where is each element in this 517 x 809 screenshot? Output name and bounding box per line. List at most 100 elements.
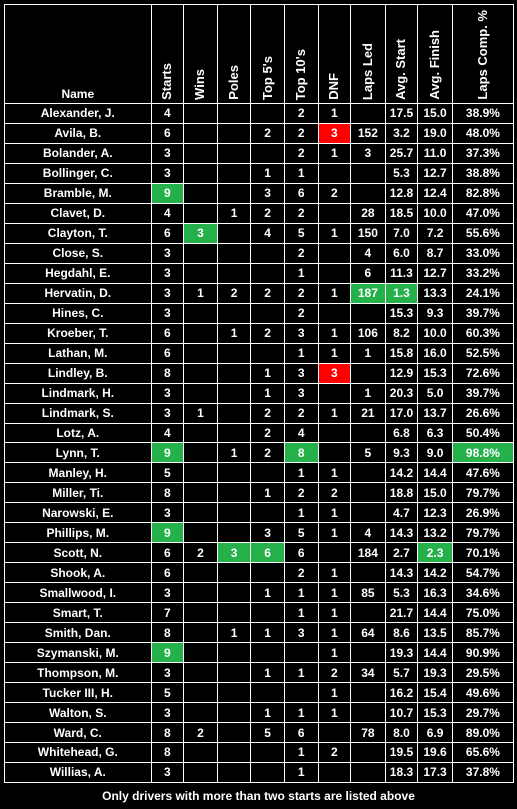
cell-wins: [183, 182, 218, 204]
cell-name: Whitehead, G.: [4, 742, 152, 763]
cell-avg-finish: 12.7: [417, 262, 453, 284]
cell-dnf: 1: [317, 682, 352, 704]
table-row: Walton, S. 3 1 1 1 10.7 15.3 29.7%: [4, 702, 515, 724]
cell-avg-start: 1.3: [384, 282, 419, 304]
driver-stats-table: Name Starts Wins Poles Top 5's Top 10's …: [4, 4, 515, 783]
cell-avg-start: 18.8: [384, 482, 419, 504]
cell-top10: 1: [283, 582, 319, 604]
table-row: Lathan, M. 6 1 1 1 15.8 16.0 52.5%: [4, 342, 515, 364]
cell-dnf: 1: [317, 522, 352, 544]
cell-avg-finish: 14.4: [417, 462, 453, 484]
table-row: Hervatin, D. 3 1 2 2 2 1 187 1.3 13.3 24.1%: [4, 282, 515, 304]
table-row: Tucker III, H. 5 1 16.2 15.4 49.6%: [4, 682, 515, 704]
cell-top10: 1: [283, 742, 319, 763]
cell-avg-finish: 10.0: [417, 202, 453, 224]
table-row: Avila, B. 6 2 2 3 152 3.2 19.0 48.0%: [4, 122, 515, 144]
cell-name: Smith, Dan.: [4, 622, 152, 644]
cell-laps-comp: 39.7%: [451, 382, 515, 404]
cell-laps-led: [350, 562, 386, 584]
cell-avg-start: 12.9: [384, 362, 419, 384]
table-row: Bollinger, C. 3 1 1 5.3 12.7 38.8%: [4, 162, 515, 184]
header-top10: Top 10's: [283, 4, 319, 104]
cell-dnf: [317, 761, 352, 783]
cell-avg-finish: 15.4: [417, 682, 453, 704]
cell-laps-comp: 29.5%: [451, 662, 515, 684]
cell-laps-led: [350, 302, 386, 324]
cell-laps-led: [350, 182, 386, 204]
cell-starts: 3: [150, 502, 185, 524]
cell-dnf: 1: [317, 582, 352, 604]
header-poles: Poles: [216, 4, 252, 104]
cell-laps-led: [350, 362, 386, 384]
cell-avg-finish: 14.2: [417, 562, 453, 584]
cell-wins: 3: [183, 222, 218, 244]
cell-avg-finish: 5.0: [417, 382, 453, 404]
cell-avg-finish: 2.3: [417, 542, 453, 564]
cell-avg-finish: 15.3: [417, 702, 453, 724]
cell-top5: [250, 642, 285, 664]
cell-top5: 6: [250, 542, 285, 564]
cell-top5: [250, 742, 285, 763]
cell-name: Ward, C.: [4, 722, 152, 743]
cell-wins: [183, 562, 218, 584]
cell-poles: [216, 422, 252, 444]
cell-top5: [250, 502, 285, 524]
cell-top5: [250, 342, 285, 364]
cell-starts: 4: [150, 103, 185, 124]
table-row: Manley, H. 5 1 1 14.2 14.4 47.6%: [4, 462, 515, 484]
cell-top10: 1: [283, 702, 319, 724]
cell-wins: [183, 642, 218, 664]
table-row: Lindmark, H. 3 1 3 1 20.3 5.0 39.7%: [4, 382, 515, 404]
cell-laps-comp: 89.0%: [451, 722, 515, 743]
cell-dnf: [317, 422, 352, 444]
cell-avg-finish: 12.3: [417, 502, 453, 524]
cell-poles: 3: [216, 542, 252, 564]
cell-laps-comp: 98.8%: [451, 442, 515, 464]
cell-laps-led: 85: [350, 582, 386, 604]
cell-top10: 3: [283, 622, 319, 644]
cell-poles: [216, 402, 252, 424]
cell-laps-led: [350, 761, 386, 783]
cell-poles: [216, 582, 252, 604]
cell-laps-comp: 82.8%: [451, 182, 515, 204]
cell-poles: [216, 662, 252, 684]
cell-starts: 6: [150, 342, 185, 364]
cell-dnf: 1: [317, 342, 352, 364]
cell-avg-start: 9.3: [384, 442, 419, 464]
cell-laps-comp: 24.1%: [451, 282, 515, 304]
table-row: Ward, C. 8 2 5 6 78 8.0 6.9 89.0%: [4, 722, 515, 743]
cell-name: Miller, Ti.: [4, 482, 152, 504]
cell-top5: 2: [250, 442, 285, 464]
cell-top10: 3: [283, 322, 319, 344]
cell-name: Willias, A.: [4, 761, 152, 783]
cell-poles: [216, 242, 252, 264]
cell-top10: 1: [283, 342, 319, 364]
cell-avg-finish: 12.7: [417, 162, 453, 184]
cell-name: Hervatin, D.: [4, 282, 152, 304]
cell-name: Hegdahl, E.: [4, 262, 152, 284]
cell-poles: [216, 502, 252, 524]
cell-top5: 3: [250, 182, 285, 204]
cell-top5: 2: [250, 422, 285, 444]
cell-laps-comp: 33.0%: [451, 242, 515, 264]
table-row: Clavet, D. 4 1 2 2 28 18.5 10.0 47.0%: [4, 202, 515, 224]
cell-laps-comp: 49.6%: [451, 682, 515, 704]
cell-laps-comp: 37.8%: [451, 761, 515, 783]
cell-starts: 8: [150, 722, 185, 743]
cell-laps-comp: 85.7%: [451, 622, 515, 644]
cell-top5: 1: [250, 622, 285, 644]
cell-wins: [183, 622, 218, 644]
cell-starts: 6: [150, 122, 185, 144]
cell-dnf: 1: [317, 562, 352, 584]
cell-top5: 1: [250, 582, 285, 604]
cell-poles: [216, 142, 252, 164]
header-avg-start: Avg. Start: [384, 4, 419, 104]
header-top5: Top 5's: [250, 4, 285, 104]
cell-top10: 6: [283, 722, 319, 743]
cell-name: Lindmark, S.: [4, 402, 152, 424]
cell-poles: [216, 462, 252, 484]
cell-wins: [183, 682, 218, 704]
cell-top10: 5: [283, 222, 319, 244]
cell-name: Hines, C.: [4, 302, 152, 324]
cell-top10: 4: [283, 422, 319, 444]
